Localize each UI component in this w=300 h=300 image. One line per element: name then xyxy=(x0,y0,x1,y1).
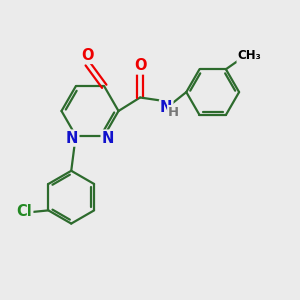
Text: CH₃: CH₃ xyxy=(237,49,261,62)
Text: N: N xyxy=(66,130,78,146)
Text: O: O xyxy=(134,58,146,74)
Text: N: N xyxy=(160,100,172,115)
Text: O: O xyxy=(81,48,93,63)
Text: H: H xyxy=(168,106,179,119)
Text: N: N xyxy=(102,130,114,146)
Text: Cl: Cl xyxy=(16,204,32,219)
